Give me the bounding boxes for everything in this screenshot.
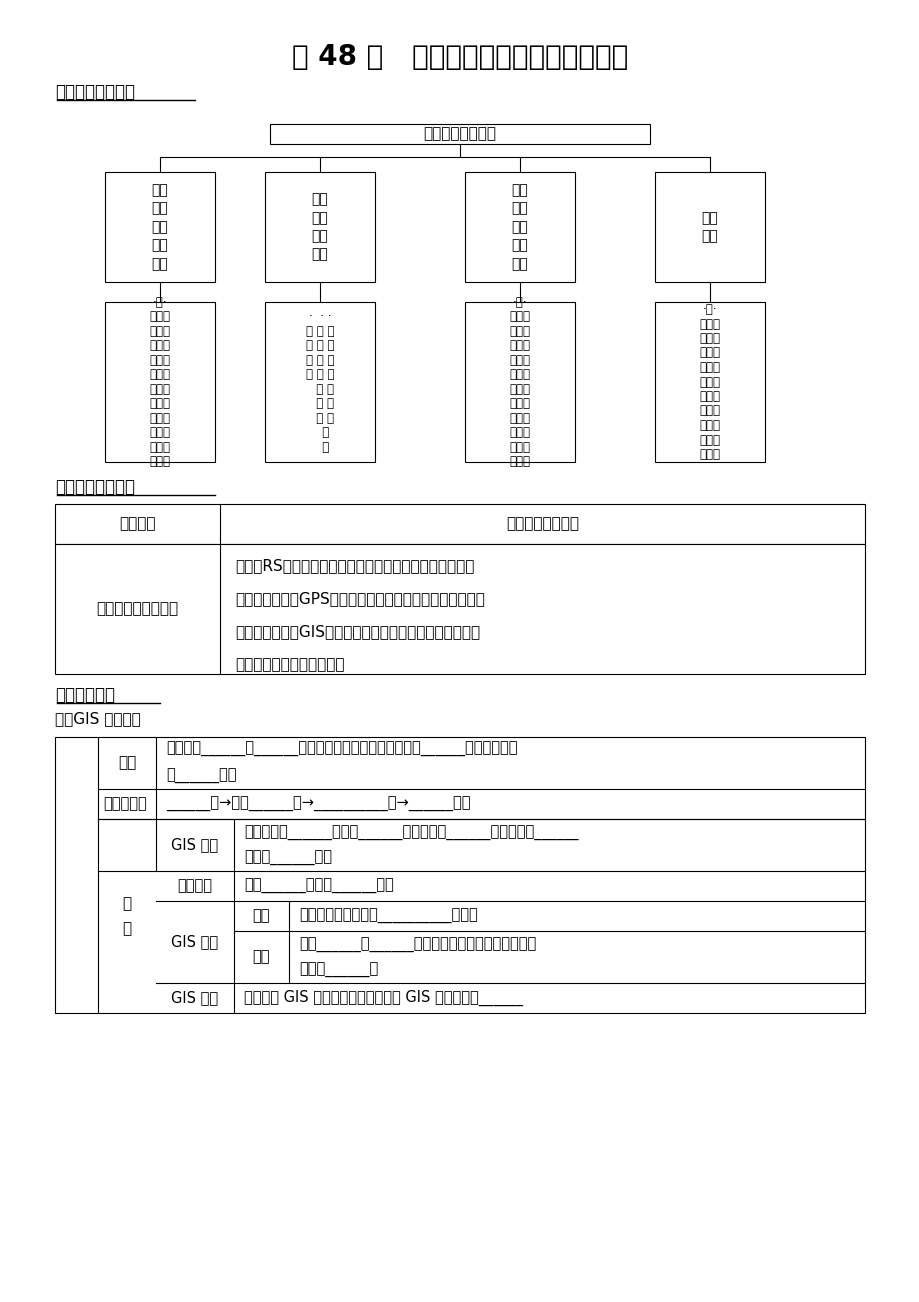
Bar [55, 504, 864, 544]
Text: 数据______与______、数据管理、数据操作以及数据: 数据______与______、数据管理、数据操作以及数据 [299, 937, 536, 953]
Bar [654, 302, 765, 462]
Text: GIS 人员: GIS 人员 [171, 991, 219, 1005]
Text: 包括计算机______、数据______设备、数据______设备、数据______: 包括计算机______、数据______设备、数据______设备、数据____… [244, 825, 578, 841]
Text: GIS 硬件: GIS 硬件 [171, 837, 219, 853]
Text: 具体考试内容要求: 具体考试内容要求 [505, 517, 578, 531]
Text: 显示和______等: 显示和______等 [299, 962, 378, 978]
Text: GIS 软件: GIS 软件 [171, 935, 219, 949]
Text: 地理信息技术应用: 地理信息技术应用 [423, 126, 496, 142]
Text: 【考试说明要求】: 【考试说明要求】 [55, 478, 135, 496]
Text: 全球定位系统（GPS）：全球定位系统在定位导航中的应用: 全球定位系统（GPS）：全球定位系统在定位导航中的应用 [234, 591, 484, 607]
Text: 分为______数据和______数据: 分为______数据和______数据 [244, 879, 393, 893]
Text: 数字
地球: 数字 地球 [701, 211, 718, 243]
Text: 设备和______设备: 设备和______设备 [244, 850, 332, 866]
Text: 【基础梳理】: 【基础梳理】 [55, 686, 115, 704]
Bar [105, 172, 215, 283]
Bar [464, 172, 574, 283]
Bar [55, 544, 864, 674]
Bar [265, 302, 375, 462]
Text: 【本章知识框架】: 【本章知识框架】 [55, 83, 135, 102]
Text: 组
成: 组 成 [122, 896, 131, 936]
Text: 地理数据: 地理数据 [177, 879, 212, 893]
Text: ·　·
数　数
字　字
地　地
球　球
的　与
含　我
义　们
　　的
　　生
　　活: · · 数 数 字 字 地 地 球 球 的 与 含 我 义 们 的 生 活 [698, 303, 720, 461]
Text: ·  · ·
遥 遥 遥
感 感 感
技 与 与
术 环 资
   境 源
   灾 普
   害 查
   监
   测: · · · 遥 遥 遥 感 感 感 技 与 与 术 环 资 境 源 灾 普 害 … [305, 310, 335, 454]
Bar [654, 172, 765, 283]
Text: 全球
定位
系统
及其
应用: 全球 定位 系统 及其 应用 [511, 184, 528, 271]
Bar [55, 737, 864, 1013]
Text: ·　·
地　地
理　理
信　信
息　息
系　系
统　统
　　与
　　城
　　市
　　管
　　理: · · 地 地 理 理 信 信 息 息 系 系 统 统 与 城 市 管 理 [149, 296, 170, 469]
Text: ______期→巩固______期→__________期→______时代: ______期→巩固______期→__________期→______时代 [165, 797, 470, 811]
Bar [269, 124, 650, 145]
Text: ·　·
全　全
球　球
定　定
位　位
系　系
统　统
　　与
　　定
　　位
　　导
　　航: · · 全 全 球 球 定 定 位 位 系 系 统 统 与 定 位 导 航 [509, 296, 530, 469]
Text: 遥感（RS）：遥感在资源普查、环境和灾害监测中的应用: 遥感（RS）：遥感在资源普查、环境和灾害监测中的应用 [234, 559, 474, 573]
Text: 遥感
技术
及其
应用: 遥感 技术 及其 应用 [312, 193, 328, 262]
Text: 一．GIS 及其应用: 一．GIS 及其应用 [55, 711, 141, 727]
Bar [464, 302, 574, 462]
Text: 地理
信息
系统
及其
应用: 地理 信息 系统 及其 应用 [152, 184, 168, 271]
Text: 发展历程：: 发展历程： [103, 797, 147, 811]
Text: 的______系统: 的______系统 [165, 768, 236, 784]
Text: 概念: 概念 [118, 755, 136, 771]
Text: 数字地球：数字地球的含义: 数字地球：数字地球的含义 [234, 658, 344, 673]
Bar [105, 302, 215, 462]
Text: 包括从事 GIS 系统开发的专业人员和 GIS 完成工作的______: 包括从事 GIS 系统开发的专业人员和 GIS 完成工作的______ [244, 990, 522, 1006]
Text: 地理信息技术的应用: 地理信息技术的应用 [96, 602, 178, 617]
Text: 提供的存储、显示、__________的功能: 提供的存储、显示、__________的功能 [299, 909, 477, 923]
Text: 功能: 功能 [253, 909, 270, 923]
Text: 内容: 内容 [253, 949, 270, 965]
Text: 是一种以______、______、管理、分析和描述地球表面与______分布有关数据: 是一种以______、______、管理、分析和描述地球表面与______分布有… [165, 741, 517, 756]
Text: 考试要点: 考试要点 [119, 517, 155, 531]
Bar [265, 172, 375, 283]
Text: 地理信息系统（GIS）：地理信息系统在城市管理中的功能: 地理信息系统（GIS）：地理信息系统在城市管理中的功能 [234, 625, 480, 639]
Text: 第 48 讲   地理信息技术应用与数字地球: 第 48 讲 地理信息技术应用与数字地球 [291, 43, 628, 72]
